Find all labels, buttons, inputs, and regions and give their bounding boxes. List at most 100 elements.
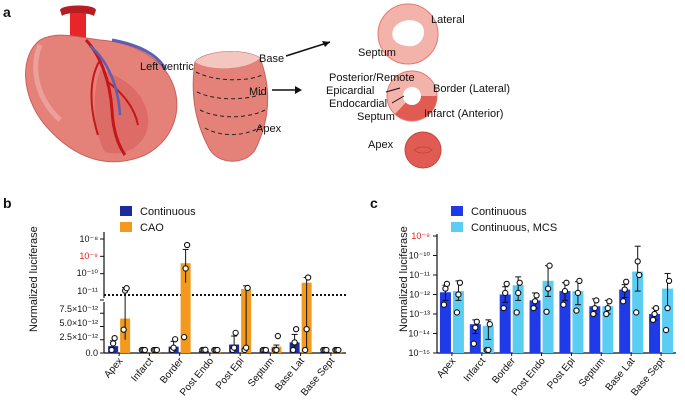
c-point-continuous-border [504, 281, 509, 286]
b-legend-swatch-continuous [120, 206, 132, 216]
b-point-cao-apex [121, 327, 126, 332]
b-legend: Continuous CAO [120, 206, 196, 234]
c-point-continuous-border [501, 306, 506, 311]
b-y-ticks: 10⁻⁸ 10⁻⁹ 10⁻¹⁰ 10⁻¹¹ 7.5×10⁻¹² 5.0×10⁻¹… [59, 234, 98, 358]
b-point-cao-base-lat [304, 327, 309, 332]
c-point-continuous-apex [441, 302, 446, 307]
c-tick-4: 10⁻¹¹ [409, 270, 430, 280]
apex-section-label: Apex [368, 139, 394, 151]
b-point-continuous-apex [112, 336, 117, 341]
b-legend-swatch-cao [120, 222, 132, 232]
c-category-border: Border [490, 355, 518, 386]
b-point-cao-septum [274, 347, 279, 352]
c-category-infarct: Infarct [462, 356, 488, 385]
c-point-continuous-infarct [471, 341, 476, 346]
c-point-continuous-base-sept [650, 317, 655, 322]
c-tick-2: 10⁻¹³ [409, 309, 430, 319]
c-point-continuous-mcs-septum [607, 299, 612, 304]
c-point-continuous-mcs-septum [605, 306, 610, 311]
c-y-ticks: 10⁻¹⁵ 10⁻¹⁴ 10⁻¹³ 10⁻¹² 10⁻¹¹ 10⁻¹⁰ 10⁻⁹ [408, 231, 430, 358]
c-legend-continuous: Continuous [471, 206, 527, 218]
b-point-continuous-border [171, 345, 176, 350]
b-tick-0: 0.0 [85, 348, 98, 358]
c-tick-3: 10⁻¹² [409, 290, 430, 300]
b-category-septum: Septum [246, 356, 277, 389]
ventricle-slices-illustration [193, 52, 268, 162]
b-point-continuous-post-epi [232, 345, 237, 350]
c-point-continuous-mcs-base-lat [637, 272, 642, 277]
b-tick-2.5e-12: 2.5×10⁻¹² [59, 332, 98, 342]
c-point-continuous-mcs-base-sept [666, 278, 671, 283]
c-point-continuous-septum [594, 298, 599, 303]
b-tick-5.0e-12: 5.0×10⁻¹² [59, 318, 98, 328]
c-point-continuous-mcs-post-epi [574, 308, 579, 313]
b-legend-cao: CAO [140, 222, 164, 234]
c-point-continuous-base-sept [653, 306, 658, 311]
c-category-apex: Apex [435, 356, 458, 381]
c-legend-swatch-mcs [451, 222, 463, 232]
figure-canvas: a Left ventricle Base Mid Apex Lateral S… [0, 0, 685, 403]
c-point-continuous-mcs-apex [457, 280, 462, 285]
b-point-cao-apex [124, 286, 129, 291]
c-bar-continuous-border [500, 295, 511, 354]
b-point-continuous-infarct [142, 347, 147, 352]
c-tick-0: 10⁻¹⁵ [409, 348, 431, 358]
panel-c-label: c [370, 195, 378, 211]
posterior-remote-label: Posterior/Remote [329, 72, 415, 84]
endocardial-label: Endocardial [329, 98, 387, 110]
b-tick-1e-11: 10⁻¹¹ [77, 286, 98, 296]
b-tick-7.5e-12: 7.5×10⁻¹² [59, 304, 98, 314]
c-point-continuous-base-lat [621, 299, 626, 304]
c-category-post-epi: Post Epi [545, 356, 577, 392]
mid-arrowhead [295, 86, 302, 94]
base-label: Base [259, 53, 284, 65]
c-point-continuous-septum [592, 306, 597, 311]
b-point-cao-border [182, 335, 187, 340]
b-legend-continuous: Continuous [140, 206, 196, 218]
septum-top-label: Septum [358, 47, 396, 59]
lateral-label: Lateral [431, 14, 465, 26]
c-point-continuous-post-endo [534, 293, 539, 298]
c-point-continuous-mcs-border [514, 310, 519, 315]
c-point-continuous-infarct [473, 325, 478, 330]
b-point-continuous-base-sept [324, 347, 329, 352]
c-point-continuous-mcs-post-endo [547, 263, 552, 268]
b-category-infarct: Infarct [129, 356, 155, 385]
figure: a Left ventricle Base Mid Apex Lateral S… [0, 0, 685, 403]
left-ventricle-label: Left ventricle [140, 61, 202, 73]
panel-b-label: b [3, 195, 12, 211]
b-point-continuous-border [173, 337, 178, 342]
c-point-continuous-mcs-base-sept [665, 306, 670, 311]
b-point-cao-post-epi [244, 345, 249, 350]
c-point-continuous-base-lat [624, 279, 629, 284]
border-lateral-label: Border (Lateral) [433, 83, 510, 95]
septum-mid-label: Septum [357, 111, 395, 123]
b-point-continuous-post-epi [233, 330, 238, 335]
b-point-continuous-apex [111, 341, 116, 346]
b-point-cao-infarct [154, 347, 159, 352]
c-point-continuous-mcs-base-lat [635, 259, 640, 264]
epicardial-label: Epicardial [326, 85, 374, 97]
b-point-cao-post-endo [215, 347, 220, 352]
c-point-continuous-mcs-border [517, 280, 522, 285]
c-point-continuous-border [503, 290, 508, 295]
c-point-continuous-post-endo [531, 306, 536, 311]
b-category-apex: Apex [102, 356, 125, 381]
heart-illustration [26, 6, 177, 162]
b-point-continuous-base-lat [291, 347, 296, 352]
b-point-continuous-base-lat [292, 340, 297, 345]
c-point-continuous-mcs-post-endo [544, 309, 549, 314]
b-category-border: Border [158, 355, 186, 386]
b-tick-1e-9: 10⁻⁹ [79, 251, 98, 261]
mid-label: Mid [249, 86, 267, 98]
c-point-continuous-mcs-post-epi [577, 278, 582, 283]
apex-section-disc [405, 132, 441, 168]
c-point-continuous-post-epi [562, 288, 567, 293]
c-tick-1: 10⁻¹⁴ [408, 329, 430, 339]
c-point-continuous-infarct [474, 319, 479, 324]
b-point-cao-border [183, 266, 188, 271]
base-arrow [286, 42, 330, 56]
c-point-continuous-mcs-infarct [487, 322, 492, 327]
c-legend: Continuous Continuous, MCS [451, 206, 557, 234]
